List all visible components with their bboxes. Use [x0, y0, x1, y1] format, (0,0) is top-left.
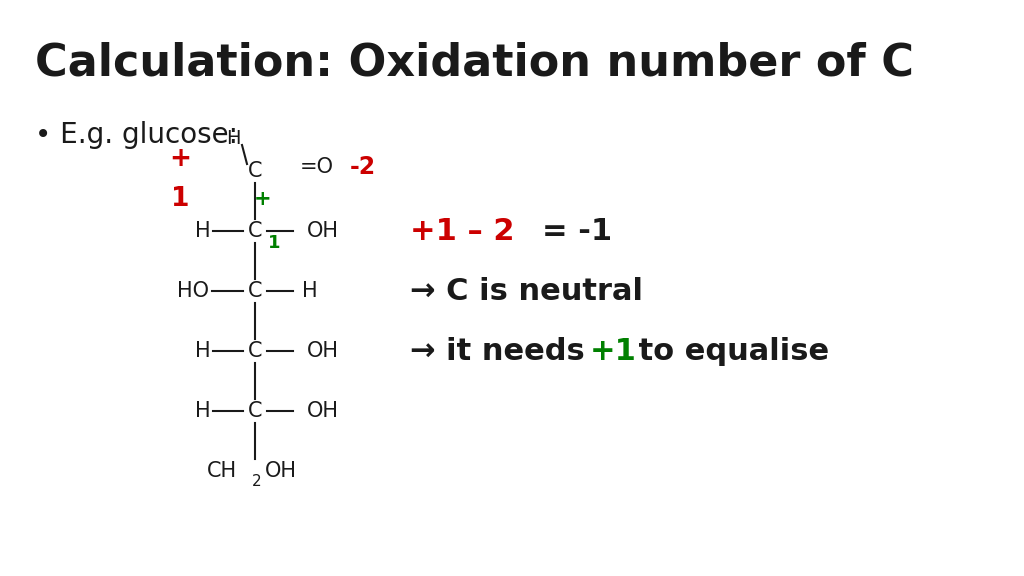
Text: -2: -2	[350, 155, 376, 179]
Text: C: C	[248, 281, 262, 301]
Text: 1: 1	[268, 234, 281, 252]
Text: C: C	[248, 161, 262, 181]
Text: +1 – 2: +1 – 2	[410, 217, 514, 245]
Text: → C is neutral: → C is neutral	[410, 276, 643, 305]
Text: +: +	[254, 189, 271, 209]
Text: H: H	[196, 401, 211, 421]
Text: = -1: = -1	[542, 217, 612, 245]
Text: 1: 1	[171, 186, 189, 212]
Text: to equalise: to equalise	[628, 336, 829, 366]
Text: OH: OH	[265, 461, 297, 481]
Text: CH: CH	[207, 461, 237, 481]
Text: • E.g. glucose:: • E.g. glucose:	[35, 121, 238, 149]
Text: =O: =O	[300, 157, 334, 177]
Text: → it needs: → it needs	[410, 336, 595, 366]
Text: C: C	[248, 401, 262, 421]
Text: OH: OH	[307, 341, 339, 361]
Text: H: H	[225, 130, 241, 149]
Text: C: C	[248, 221, 262, 241]
Text: OH: OH	[307, 221, 339, 241]
Text: 2: 2	[252, 473, 261, 488]
Text: +1: +1	[590, 336, 637, 366]
Text: OH: OH	[307, 401, 339, 421]
Text: H: H	[302, 281, 317, 301]
Text: HO: HO	[177, 281, 209, 301]
Text: +: +	[169, 146, 191, 172]
Text: H: H	[196, 221, 211, 241]
Text: H: H	[196, 341, 211, 361]
Text: C: C	[248, 341, 262, 361]
Text: Calculation: Oxidation number of C: Calculation: Oxidation number of C	[35, 41, 914, 84]
